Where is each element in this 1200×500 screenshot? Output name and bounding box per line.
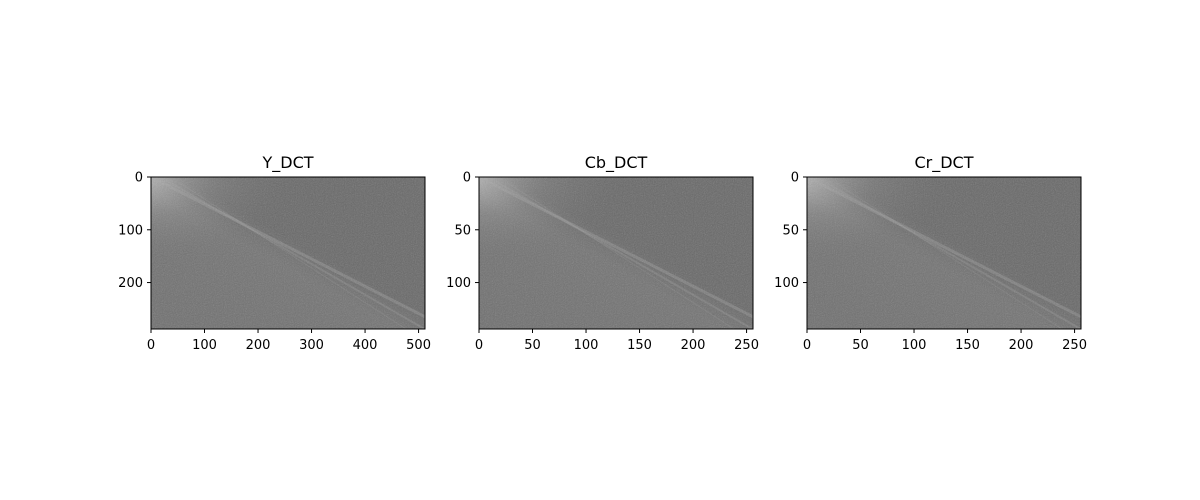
x-tick-label: 0 — [803, 338, 811, 353]
y-tick-label: 100 — [774, 276, 799, 291]
heatmap-image — [151, 177, 425, 329]
x-tick-label: 0 — [147, 338, 155, 353]
axes-frame — [150, 176, 426, 330]
chart-title: Cb_DCT — [585, 153, 648, 173]
x-tick-label: 200 — [1009, 338, 1034, 353]
heatmap-image — [807, 177, 1081, 329]
chart-title: Y_DCT — [261, 153, 313, 173]
y-tick-label: 0 — [463, 171, 471, 186]
x-tick-label: 50 — [524, 338, 541, 353]
panel-y-dct: Y_DCT 0 100 200 300 400 500 0 100 200 — [118, 153, 431, 353]
x-tick-label: 150 — [955, 338, 980, 353]
y-tick-label: 100 — [446, 276, 471, 291]
x-tick-label: 100 — [574, 338, 599, 353]
x-tick-label: 150 — [627, 338, 652, 353]
panel-cb-dct: Cb_DCT 0 50 100 150 200 250 0 50 100 — [446, 153, 759, 353]
panel-cr-dct: Cr_DCT 0 50 100 150 200 250 0 50 100 — [774, 153, 1087, 353]
y-tick-label: 50 — [782, 223, 799, 238]
x-tick-label: 300 — [299, 338, 324, 353]
heatmap-image — [479, 177, 753, 329]
y-tick-label: 100 — [118, 223, 143, 238]
x-tick-label: 50 — [852, 338, 869, 353]
x-tick-label: 0 — [475, 338, 483, 353]
y-tick-label: 200 — [118, 276, 143, 291]
y-tick-label: 50 — [454, 223, 471, 238]
y-tick-label: 0 — [791, 171, 799, 186]
axes-frame — [478, 176, 754, 330]
axes-frame — [806, 176, 1082, 330]
x-tick-label: 250 — [1062, 338, 1087, 353]
x-tick-label: 250 — [734, 338, 759, 353]
x-tick-label: 200 — [246, 338, 271, 353]
x-tick-label: 200 — [681, 338, 706, 353]
chart-title: Cr_DCT — [914, 153, 973, 173]
x-tick-label: 400 — [353, 338, 378, 353]
x-tick-label: 100 — [902, 338, 927, 353]
x-tick-label: 500 — [406, 338, 431, 353]
y-tick-label: 0 — [135, 171, 143, 186]
x-tick-label: 100 — [192, 338, 217, 353]
